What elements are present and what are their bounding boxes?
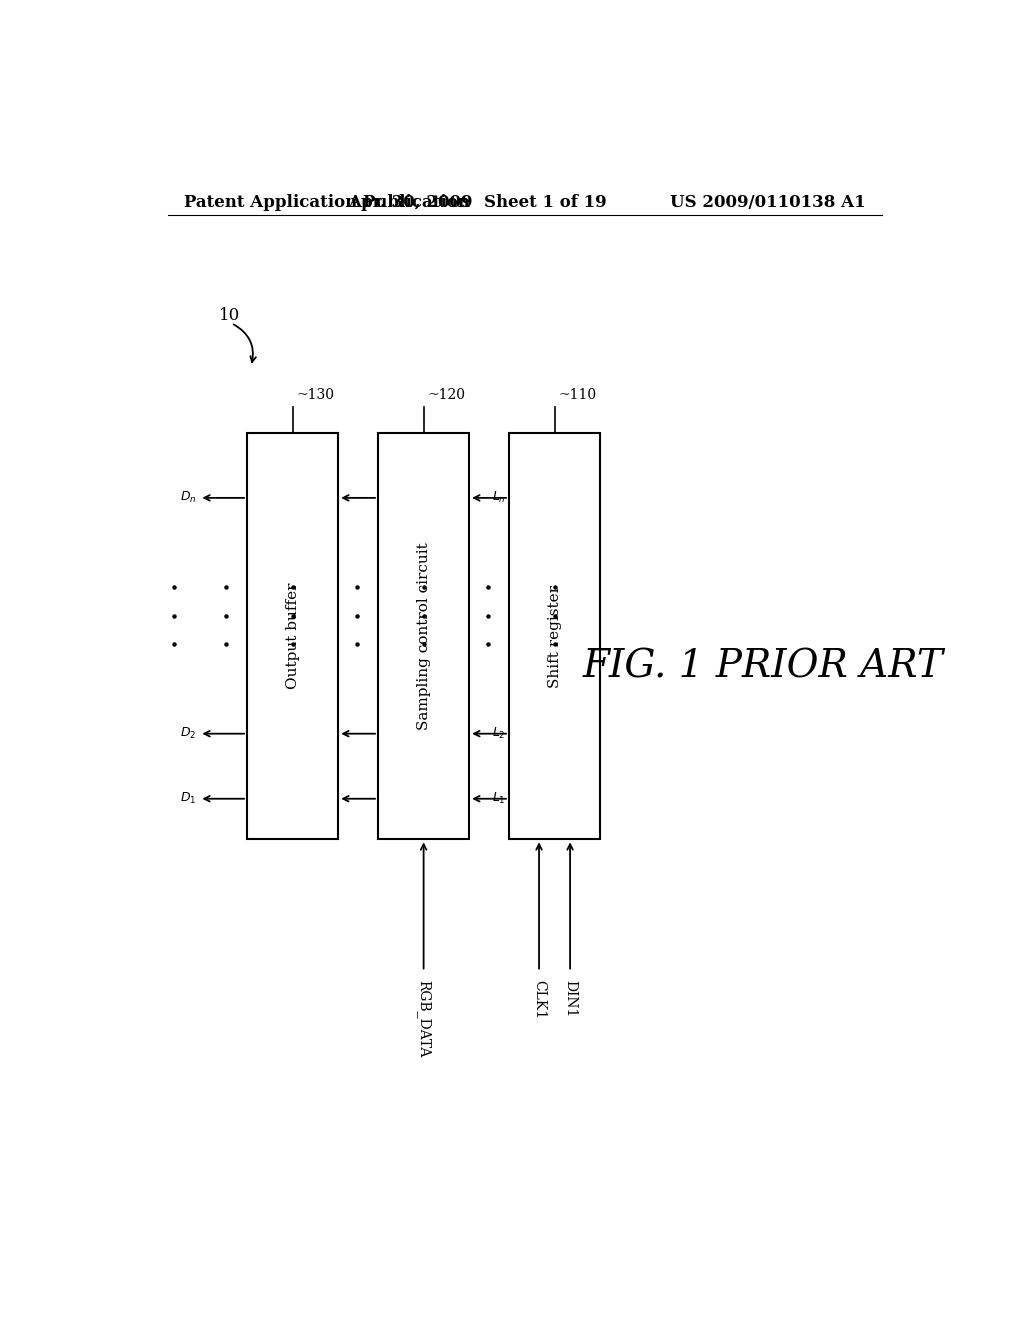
Text: $D_1$: $D_1$ (180, 791, 197, 807)
Text: RGB_DATA: RGB_DATA (416, 979, 431, 1057)
Text: $L_2$: $L_2$ (493, 726, 506, 742)
Bar (378, 433, 469, 840)
Text: Patent Application Publication: Patent Application Publication (183, 194, 469, 211)
Text: Sampling control circuit: Sampling control circuit (417, 543, 431, 730)
Text: Apr. 30, 2009  Sheet 1 of 19: Apr. 30, 2009 Sheet 1 of 19 (348, 194, 606, 211)
Text: ~130: ~130 (297, 388, 335, 403)
Text: $L_n$: $L_n$ (492, 490, 506, 506)
Text: US 2009/0110138 A1: US 2009/0110138 A1 (671, 194, 866, 211)
Text: Output buffer: Output buffer (286, 583, 300, 689)
Text: ~110: ~110 (558, 388, 597, 403)
Bar (509, 433, 600, 840)
Text: $D_2$: $D_2$ (180, 726, 197, 742)
Text: FIG. 1 PRIOR ART: FIG. 1 PRIOR ART (583, 648, 943, 685)
Text: DIN1: DIN1 (563, 979, 578, 1016)
Text: ~120: ~120 (428, 388, 466, 403)
Text: Shift register: Shift register (548, 585, 561, 688)
Bar (247, 433, 338, 840)
Text: $D_n$: $D_n$ (179, 490, 197, 506)
Text: CLK1: CLK1 (532, 979, 546, 1019)
Text: 10: 10 (219, 308, 241, 325)
Text: $L_1$: $L_1$ (493, 791, 506, 807)
